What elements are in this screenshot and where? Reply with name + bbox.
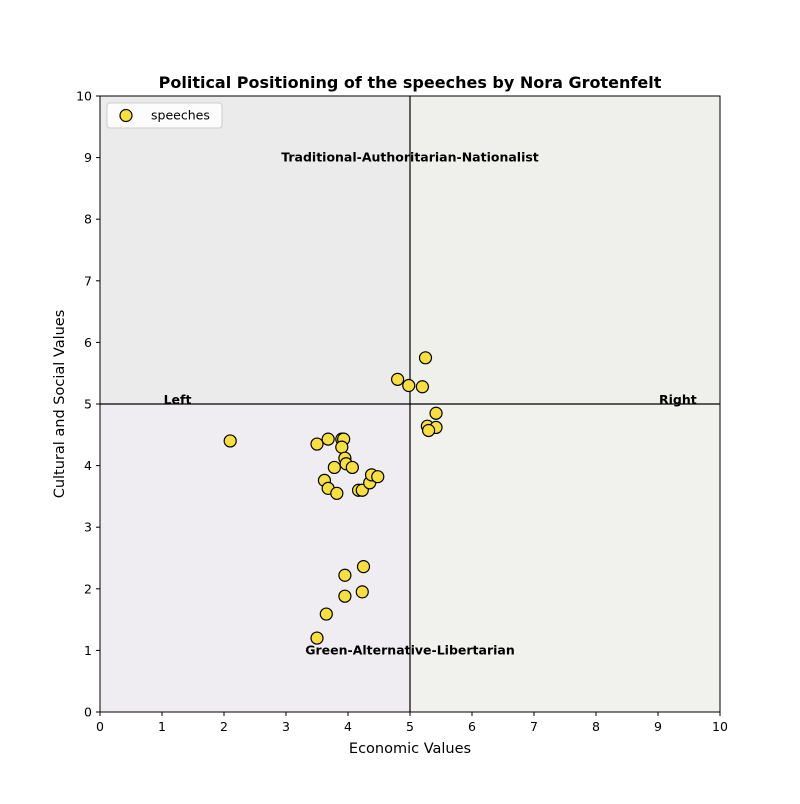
quadrant-label-top: Traditional-Authoritarian-Nationalist	[281, 150, 539, 165]
x-tick-label: 4	[344, 719, 352, 734]
y-tick-label: 5	[84, 397, 92, 412]
legend-box	[106, 102, 223, 129]
x-tick-label: 9	[654, 719, 662, 734]
x-tick-label: 5	[406, 719, 414, 734]
data-point	[338, 589, 352, 603]
y-tick-label: 9	[84, 150, 92, 165]
y-tick-label: 0	[84, 705, 92, 720]
data-point	[310, 437, 324, 451]
data-point	[345, 460, 359, 475]
x-tick-label: 2	[220, 719, 228, 734]
chart-title: Political Positioning of the speeches by…	[159, 73, 662, 92]
data-point	[391, 372, 405, 386]
data-point	[422, 423, 436, 438]
y-tick-label: 6	[84, 335, 92, 350]
x-tick-label: 6	[468, 719, 476, 734]
data-point	[415, 380, 429, 394]
x-tick-label: 3	[282, 719, 290, 734]
data-point	[418, 351, 433, 365]
data-point	[327, 460, 341, 475]
data-point	[338, 568, 352, 582]
y-tick-label: 2	[84, 581, 92, 596]
data-point	[335, 440, 349, 454]
x-tick-label: 1	[158, 719, 166, 734]
data-point	[429, 406, 443, 420]
data-point	[355, 585, 369, 599]
data-point	[356, 560, 371, 574]
quadrant-bottom-right	[410, 404, 720, 712]
data-point	[321, 432, 335, 446]
data-point	[310, 631, 324, 645]
data-point	[223, 434, 237, 448]
y-axis-ticks: 0 1 2 3 4 5 6 7 8 9 10	[76, 89, 100, 720]
x-tick-label: 8	[592, 719, 600, 734]
quadrant-label-bottom: Green-Alternative-Libertarian	[305, 642, 515, 657]
x-axis-label: Economic Values	[349, 741, 471, 757]
quadrant-label-left: Left	[164, 392, 192, 407]
quadrant-backgrounds	[100, 96, 720, 712]
data-point	[319, 607, 333, 621]
y-tick-label: 1	[84, 643, 92, 658]
legend-entry-speeches: speeches	[151, 108, 210, 123]
y-tick-label: 4	[84, 458, 92, 473]
x-axis-ticks: 0 1 2 3 4 5 6 7 8 9 10	[96, 712, 728, 734]
y-tick-label: 7	[84, 273, 92, 288]
legend-marker	[119, 108, 133, 123]
y-tick-label: 8	[84, 212, 92, 227]
y-tick-label: 10	[76, 89, 92, 104]
data-point	[371, 470, 385, 484]
quadrant-bottom-left	[100, 404, 410, 712]
x-tick-label: 10	[712, 719, 728, 734]
y-axis-label: Cultural and Social Values	[52, 310, 68, 499]
quadrant-top-left	[100, 96, 410, 404]
quadrant-top-right	[410, 96, 720, 404]
legend: speeches	[106, 102, 223, 129]
data-point	[330, 486, 344, 500]
data-points	[223, 351, 443, 645]
x-tick-label: 0	[96, 719, 104, 734]
y-tick-label: 3	[84, 520, 92, 535]
quadrant-label-right: Right	[659, 392, 697, 407]
data-point	[402, 378, 416, 393]
x-tick-label: 7	[530, 719, 538, 734]
